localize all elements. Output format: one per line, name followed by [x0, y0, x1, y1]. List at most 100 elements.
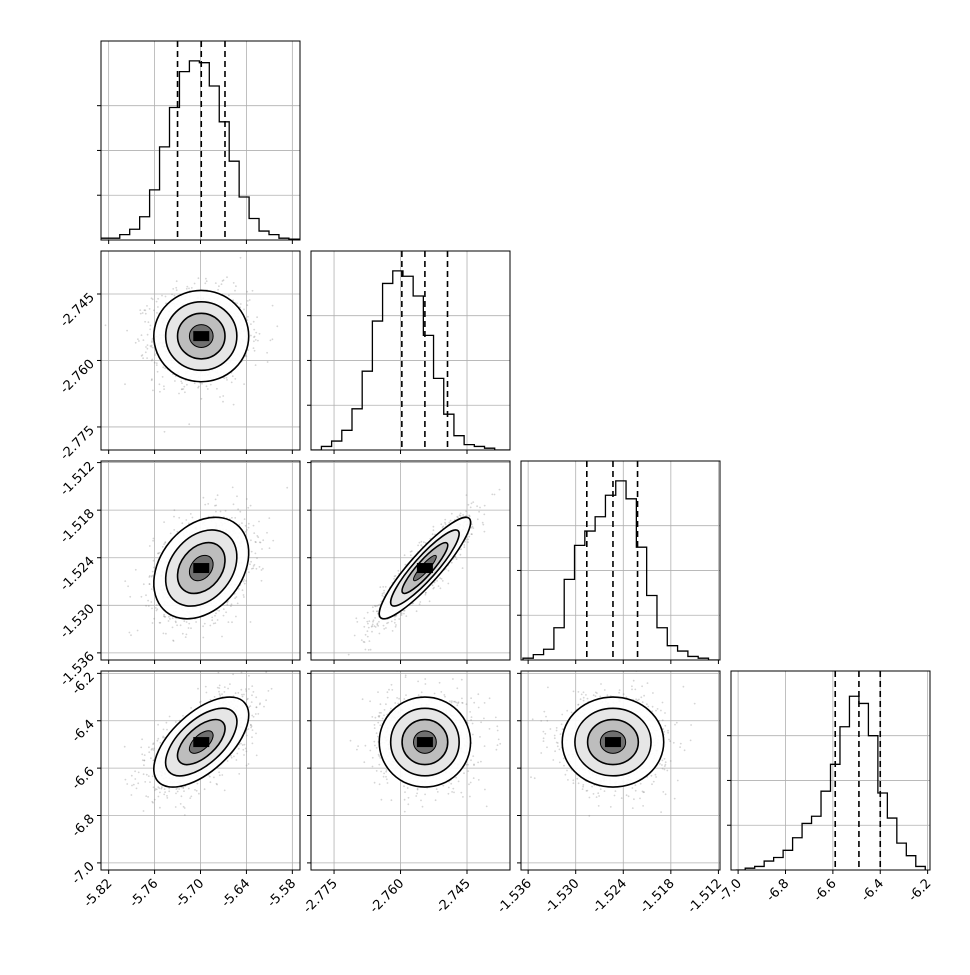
sample-point [261, 580, 263, 582]
sample-point [377, 623, 379, 625]
sample-point [172, 617, 174, 619]
sample-point [355, 617, 357, 619]
sample-point [233, 404, 235, 406]
sample-point [154, 799, 156, 801]
sample-point [153, 560, 155, 562]
sample-point [253, 691, 255, 693]
sample-point [254, 350, 256, 352]
sample-point [231, 517, 233, 519]
sample-point [368, 627, 370, 629]
sample-point [405, 564, 407, 566]
sample-point [176, 280, 178, 282]
sample-point [255, 553, 257, 555]
sample-point [433, 587, 435, 589]
panel-frame [521, 461, 720, 660]
sample-point [268, 517, 270, 519]
sample-point [204, 282, 206, 284]
sample-point [386, 622, 388, 624]
sample-point [243, 383, 245, 385]
sample-point [144, 321, 146, 323]
sample-point [240, 743, 242, 745]
sample-point [219, 396, 221, 398]
sample-point [391, 621, 393, 623]
sample-point [160, 742, 162, 744]
sample-point [253, 321, 255, 323]
sample-point [172, 288, 174, 290]
sample-point [286, 487, 288, 489]
sample-point [156, 610, 158, 612]
sample-point [403, 613, 405, 615]
sample-point [246, 356, 248, 358]
sample-point [253, 347, 255, 349]
sample-point [479, 507, 481, 509]
sample-point [240, 257, 242, 259]
sample-point [145, 605, 147, 607]
sample-point [256, 755, 258, 757]
sample-point [207, 388, 209, 390]
sample-point [175, 621, 177, 623]
sample-point [467, 539, 469, 541]
sample-point [182, 633, 184, 635]
sample-point [246, 735, 248, 737]
sample-point [177, 791, 179, 793]
sample-point [378, 621, 380, 623]
sample-point [242, 589, 244, 591]
sample-point [241, 694, 243, 696]
sample-point [124, 580, 126, 582]
sample-point [254, 336, 256, 338]
sample-point [371, 625, 373, 627]
y-tick-label: -2.760 [58, 357, 98, 397]
sample-point [172, 640, 174, 642]
sample-point [269, 547, 271, 549]
sample-point [447, 583, 449, 585]
sample-point [231, 603, 233, 605]
sample-point [163, 614, 165, 616]
sample-point [142, 357, 144, 359]
sample-point [222, 401, 224, 403]
y-tick-label: -2.745 [58, 290, 98, 330]
sample-point [483, 514, 485, 516]
sample-point [138, 340, 140, 342]
sample-point [159, 391, 161, 393]
sample-point [147, 600, 149, 602]
sample-point [141, 738, 143, 740]
sample-point [238, 773, 240, 775]
sample-point [173, 529, 175, 531]
sample-point [272, 305, 274, 307]
sample-point [363, 626, 365, 628]
sample-point [129, 632, 131, 634]
sample-point [126, 330, 128, 332]
sample-point [201, 383, 203, 385]
sample-point [141, 596, 143, 598]
sample-point [130, 634, 132, 636]
sample-point [169, 618, 171, 620]
sample-point [175, 793, 177, 795]
sample-point [211, 619, 213, 621]
sample-point [460, 548, 462, 550]
sample-point [371, 631, 373, 633]
sample-point [368, 620, 370, 622]
sample-point [154, 354, 156, 356]
sample-point [209, 625, 211, 627]
sample-point [152, 540, 154, 542]
sample-point [144, 781, 146, 783]
sample-point [367, 636, 369, 638]
sample-point [494, 494, 496, 496]
sample-point [163, 729, 165, 731]
sample-point [152, 390, 154, 392]
sample-point [261, 569, 263, 571]
sample-point [152, 571, 154, 573]
sample-point [154, 362, 156, 364]
sample-point [245, 531, 247, 533]
sample-point [156, 362, 158, 364]
sample-point [270, 340, 272, 342]
sample-point [153, 748, 155, 750]
sample-point [148, 605, 150, 607]
sample-point [372, 606, 374, 608]
sample-point [247, 316, 249, 318]
sample-point [219, 693, 221, 695]
sample-point [250, 505, 252, 507]
sample-point [462, 514, 464, 516]
sample-point [381, 595, 383, 597]
sample-point [191, 287, 193, 289]
